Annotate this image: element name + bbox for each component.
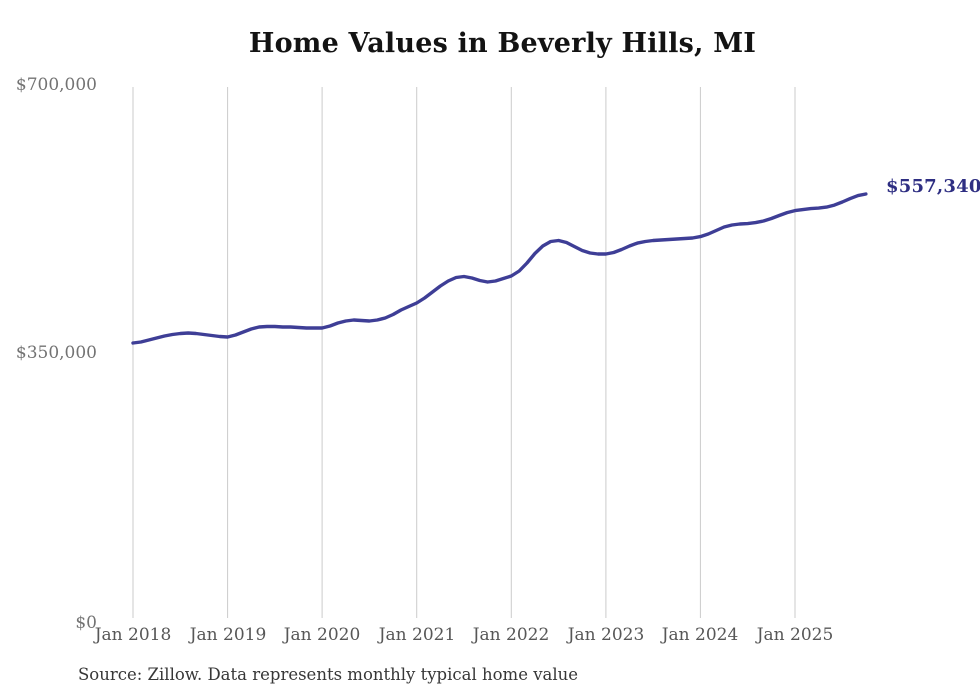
y-axis-tick-350000: $350,000 — [15, 343, 97, 363]
chart-title: Home Values in Beverly Hills, MI — [248, 28, 757, 59]
x-axis-tick-jan-2018: Jan 2018 — [94, 625, 172, 645]
x-axis-tick-jan-2019: Jan 2019 — [189, 625, 267, 645]
x-axis-tick-jan-2021: Jan 2021 — [378, 625, 456, 645]
x-axis-tick-jan-2022: Jan 2022 — [472, 625, 550, 645]
y-axis-tick-0: $0 — [75, 613, 97, 633]
x-axis-tick-jan-2020: Jan 2020 — [283, 625, 361, 645]
source-note: Source: Zillow. Data represents monthly … — [78, 665, 579, 684]
x-axis-tick-jan-2023: Jan 2023 — [567, 625, 645, 645]
latest-value-label: $557,340 — [886, 176, 980, 197]
y-axis-tick-700000: $700,000 — [15, 75, 97, 95]
x-axis-tick-jan-2024: Jan 2024 — [661, 625, 739, 645]
x-axis-tick-jan-2025: Jan 2025 — [756, 625, 834, 645]
